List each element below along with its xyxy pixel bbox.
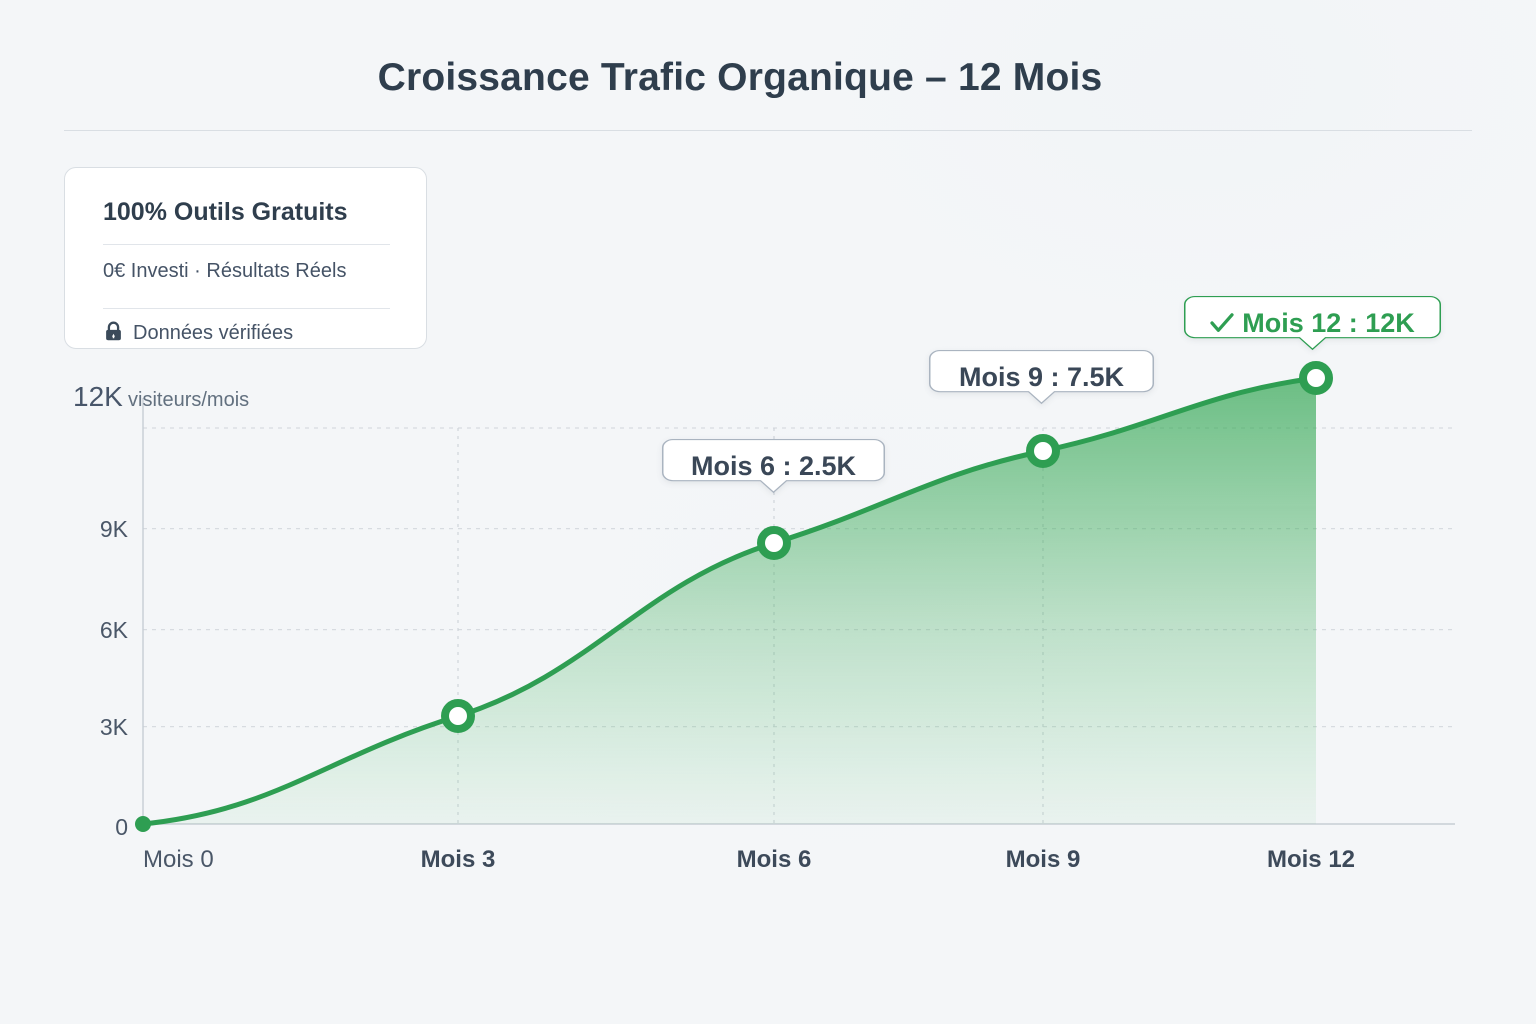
svg-text:Mois 3: Mois 3 [421, 846, 496, 873]
svg-text:Mois 6: Mois 6 [737, 846, 812, 873]
svg-text:visiteurs/mois: visiteurs/mois [128, 389, 249, 411]
svg-text:Mois 9: Mois 9 [1006, 846, 1081, 873]
svg-text:Mois 12: Mois 12 [1267, 846, 1355, 873]
svg-text:6K: 6K [100, 617, 129, 643]
svg-text:0: 0 [115, 814, 128, 840]
svg-text:12K: 12K [73, 381, 123, 412]
svg-text:9K: 9K [100, 516, 129, 542]
svg-text:Mois 0: Mois 0 [143, 846, 214, 873]
svg-text:3K: 3K [100, 714, 129, 740]
